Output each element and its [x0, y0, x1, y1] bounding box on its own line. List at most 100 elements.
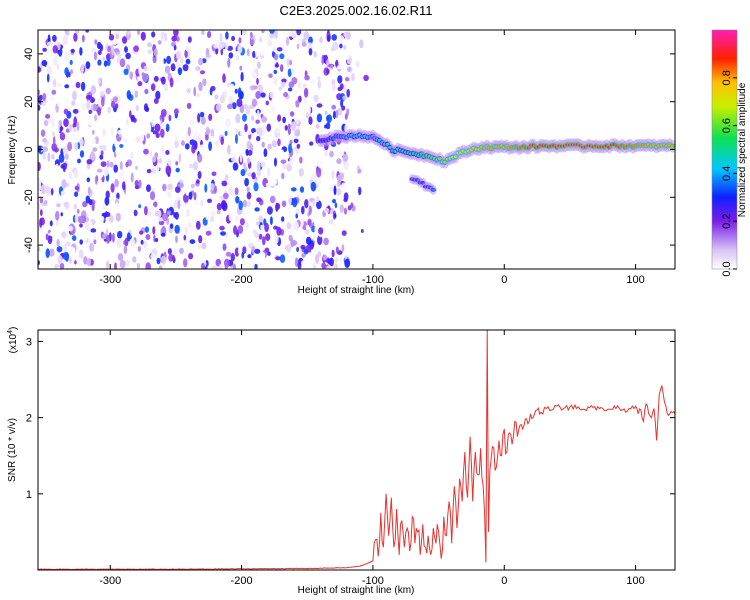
- heatmap-cell: [303, 87, 309, 98]
- heatmap-cell: [164, 82, 169, 92]
- heatmap-cell: [267, 251, 271, 256]
- heatmap-cell: [220, 136, 224, 145]
- heatmap-cell: [341, 244, 345, 252]
- heatmap-cell: [51, 153, 55, 160]
- heatmap-cell: [103, 203, 106, 210]
- heatmap-cell: [46, 73, 50, 83]
- heatmap-cell: [202, 78, 207, 86]
- heatmap-cell: [153, 98, 159, 104]
- heatmap-cell: [88, 109, 92, 114]
- heatmap-cell: [124, 46, 128, 53]
- heatmap-cell: [99, 154, 104, 160]
- heatmap-cell: [281, 200, 287, 208]
- heatmap-cell: [258, 37, 263, 43]
- heatmap-cell: [308, 48, 313, 56]
- heatmap-cell: [275, 128, 281, 134]
- heatmap-cell: [211, 265, 218, 269]
- heatmap-cell: [160, 255, 167, 264]
- heatmap-cell: [359, 39, 364, 49]
- snr-y-ticks: 1 2 3: [26, 336, 675, 501]
- heatmap-cell: [122, 36, 128, 44]
- heatmap-cell: [341, 182, 347, 191]
- heatmap-cell: [321, 262, 327, 269]
- heatmap-cell: [300, 260, 307, 268]
- heatmap-cell: [89, 242, 95, 252]
- heatmap-cell: [73, 169, 79, 179]
- heatmap-cell: [303, 248, 309, 255]
- heatmap-cell: [109, 44, 114, 53]
- heatmap-cell: [294, 129, 301, 137]
- heatmap-cell: [79, 150, 85, 158]
- heatmap-cell: [64, 51, 70, 62]
- heatmap-cell: [317, 235, 323, 246]
- heatmap-cell: [193, 199, 200, 206]
- heatmap-cell: [86, 47, 91, 53]
- heatmap-cell: [174, 211, 179, 220]
- heatmap-cell: [247, 172, 253, 177]
- x-tick-label: -200: [231, 274, 253, 286]
- heatmap-cell: [305, 236, 312, 245]
- heatmap-cell: [56, 203, 61, 208]
- heatmap-cell: [216, 203, 222, 211]
- heatmap-cell: [165, 150, 170, 155]
- heatmap-cell: [169, 223, 174, 229]
- heatmap-cell: [129, 71, 134, 80]
- heatmap-cell: [290, 121, 296, 131]
- heatmap-cell: [273, 225, 279, 230]
- heatmap-cell: [88, 199, 93, 205]
- heatmap-cell: [39, 209, 43, 217]
- heatmap-cell: [308, 205, 312, 215]
- heatmap-cell: [106, 53, 111, 61]
- heatmap-cell: [63, 252, 69, 261]
- heatmap-cell: [251, 98, 258, 108]
- heatmap-cell: [256, 135, 261, 142]
- heatmap-cell: [257, 127, 263, 137]
- heatmap-cell: [221, 201, 227, 210]
- heatmap-cell: [90, 150, 95, 161]
- x-tick-label: 0: [501, 274, 507, 286]
- heatmap-cell: [296, 30, 302, 36]
- heatmap-cell: [301, 253, 306, 258]
- heatmap-cell: [181, 140, 185, 146]
- heatmap-cell: [339, 43, 343, 49]
- heatmap-cell: [126, 232, 131, 242]
- heatmap-cell: [145, 175, 151, 180]
- heatmap-cell: [54, 163, 60, 173]
- heatmap-cell: [307, 218, 312, 226]
- heatmap-cell: [268, 73, 273, 78]
- heatmap-cell: [326, 35, 331, 42]
- heatmap-cell: [343, 45, 347, 50]
- snr-scale-base: (x10: [8, 333, 19, 353]
- heatmap-cell: [315, 253, 320, 264]
- heatmap-cell: [171, 35, 177, 42]
- heatmap-cell: [66, 165, 70, 170]
- heatmap-cell: [278, 86, 283, 91]
- heatmap-cell: [239, 218, 245, 226]
- heatmap-cell: [256, 61, 261, 69]
- heatmap-cell: [86, 94, 92, 100]
- heatmap-cell: [332, 41, 339, 51]
- heatmap-cell: [90, 228, 97, 233]
- heatmap-cell: [281, 172, 285, 180]
- heatmap-cell: [68, 225, 74, 232]
- heatmap-cell: [271, 140, 277, 148]
- heatmap-cell: [237, 44, 243, 54]
- y-tick-label: -40: [23, 237, 35, 253]
- heatmap-cell: [139, 230, 144, 235]
- heatmap-cell: [59, 126, 64, 131]
- heatmap-cell: [337, 174, 342, 183]
- heatmap-cell: [343, 54, 350, 60]
- heatmap-cell: [100, 216, 105, 222]
- heatmap-cell: [345, 31, 352, 40]
- heatmap-cell: [130, 239, 136, 247]
- heatmap-cell: [58, 153, 65, 163]
- heatmap-cell: [155, 90, 161, 100]
- heatmap-cell: [118, 106, 123, 113]
- heatmap-cell: [258, 233, 263, 240]
- heatmap-cell: [269, 216, 273, 226]
- heatmap-cell: [194, 140, 198, 150]
- heatmap-cell: [77, 158, 81, 164]
- heatmap-cell: [195, 220, 201, 230]
- x-tick-label: 100: [626, 274, 644, 286]
- heatmap-cell: [173, 45, 177, 51]
